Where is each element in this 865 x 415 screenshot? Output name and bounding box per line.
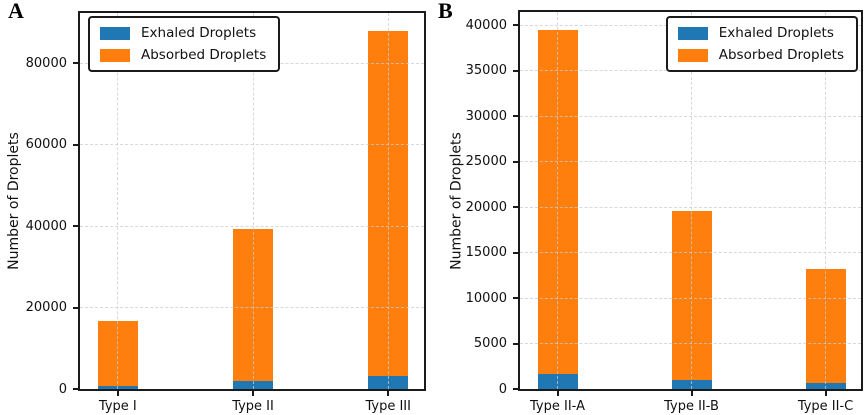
- panel-b-gridline-h: [520, 343, 861, 345]
- panel-a-gridline-h: [80, 144, 424, 146]
- absorbed-legend-swatch-icon: [100, 48, 130, 62]
- panel-b-ytick-mark: [513, 342, 518, 345]
- panel-b-ytick-label: 40000: [465, 17, 507, 33]
- panel-a-xtick-label: Type III: [365, 399, 411, 414]
- panel-b-gridline-v: [691, 12, 693, 389]
- exhaled-legend-swatch-icon: [100, 26, 130, 40]
- panel-b-legend-label: Absorbed Droplets: [718, 47, 844, 63]
- panel-b-gridline-v: [825, 12, 827, 389]
- panel-a-gridline-v: [387, 13, 389, 389]
- absorbed-legend-swatch-icon: [677, 48, 708, 62]
- panel-b-ytick-mark: [513, 206, 518, 209]
- panel-a-ytick-mark: [73, 306, 78, 309]
- panel-b-ytick-mark: [513, 115, 518, 118]
- panel-b-xtick-label: Type II-C: [797, 399, 854, 414]
- panel-b-xtick-label: Type II-A: [530, 399, 585, 414]
- panel-b-letter: B: [438, 0, 453, 23]
- panel-a-xtick-label: Type II: [232, 399, 274, 414]
- panel-b-legend-item: Exhaled Droplets: [677, 25, 844, 41]
- panel-a-ytick-mark: [73, 225, 78, 228]
- panel-b-xtick-mark: [690, 390, 693, 396]
- panel-a-ytick-mark: [73, 388, 78, 390]
- panel-a-xtick-mark: [116, 390, 119, 396]
- panel-b-ytick-mark: [513, 251, 518, 254]
- panel-b-ytick-mark: [513, 388, 518, 390]
- panel-a-ytick-mark: [73, 62, 78, 65]
- panel-a-ytick-label: 60000: [25, 137, 67, 153]
- panel-b-xtick-mark: [824, 390, 827, 396]
- panel-b-gridline-h: [520, 206, 861, 208]
- panel-a-ytick-label: 20000: [25, 300, 67, 316]
- panel-b-legend-label: Exhaled Droplets: [718, 25, 834, 41]
- panel-b-gridline-h: [520, 161, 861, 163]
- panel-b-legend: Exhaled Droplets Absorbed Droplets: [665, 16, 858, 72]
- panel-b-ytick-label: 35000: [465, 63, 507, 79]
- panel-b-ytick-label: 30000: [465, 108, 507, 124]
- exhaled-legend-swatch-icon: [677, 26, 708, 40]
- panel-b-ytick-label: 0: [498, 381, 507, 397]
- panel-a-ytick-mark: [73, 143, 78, 146]
- panel-b-ytick-label: 25000: [465, 154, 507, 170]
- panel-a-letter: A: [8, 0, 24, 23]
- panel-a-xtick-mark: [252, 390, 255, 396]
- panel-b-gridline-h: [520, 252, 861, 254]
- panel-b-xtick-mark: [556, 390, 559, 396]
- panel-b-gridline-v: [557, 12, 558, 389]
- panel-b-gridline-h: [520, 297, 861, 299]
- panel-b-ytick-mark: [513, 24, 518, 27]
- panel-b-legend-item: Absorbed Droplets: [677, 47, 844, 63]
- panel-a-legend-item: Absorbed Droplets: [100, 47, 266, 63]
- panel-a-gridline-h: [80, 225, 424, 227]
- panel-a-gridline-v: [252, 13, 254, 389]
- panel-b-gridline-h: [520, 115, 861, 117]
- panel-a-ytick-label: 0: [58, 381, 67, 397]
- panel-b-ytick-label: 20000: [465, 199, 507, 215]
- panel-a-gridline-v: [117, 13, 119, 389]
- panel-a-legend-label: Exhaled Droplets: [141, 25, 257, 41]
- panel-a-xtick-mark: [387, 390, 390, 396]
- panel-a-gridline-h: [80, 307, 424, 309]
- panel-a-xtick-label: Type I: [98, 399, 137, 414]
- panel-b-ytick-mark: [513, 297, 518, 300]
- panel-b-ytick-label: 10000: [465, 290, 507, 306]
- panel-b-ytick-label: 15000: [465, 245, 507, 261]
- panel-a-legend-label: Absorbed Droplets: [141, 47, 267, 63]
- panel-b-xtick-label: Type II-B: [664, 399, 719, 414]
- panel-a-legend-item: Exhaled Droplets: [100, 25, 266, 41]
- panel-a-legend: Exhaled Droplets Absorbed Droplets: [88, 16, 281, 72]
- panel-a-ytick-label: 80000: [25, 55, 67, 71]
- panel-b-ytick-mark: [513, 160, 518, 163]
- panel-b-ytick-mark: [513, 69, 518, 72]
- panel-b-ytick-label: 5000: [473, 336, 507, 352]
- panel-a-ytick-label: 40000: [25, 218, 67, 234]
